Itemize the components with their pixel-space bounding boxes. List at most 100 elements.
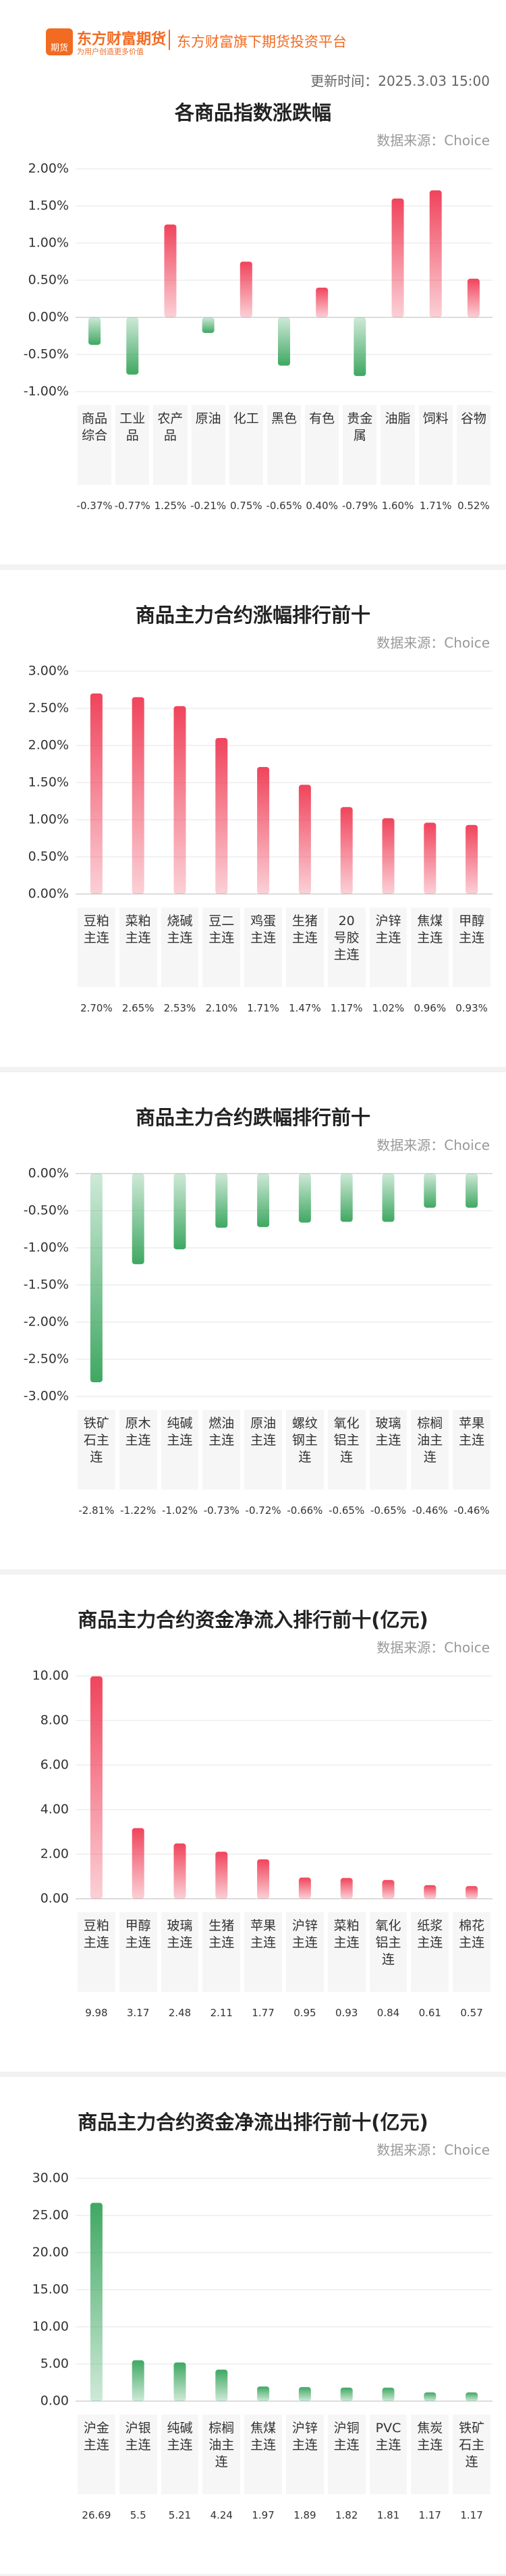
y-tick-label: 4.00 — [40, 1802, 69, 1817]
y-tick-label: -2.00% — [24, 1315, 69, 1330]
value-label: 4.24 — [210, 2509, 233, 2521]
bar — [278, 317, 290, 366]
bar — [382, 1174, 395, 1222]
category-text: 饲料 — [422, 411, 449, 426]
category-label: 贵金属 — [343, 405, 377, 485]
data-source: 数据来源：Choice — [376, 2142, 490, 2158]
value-label: -0.73% — [203, 1504, 240, 1517]
y-tick-label: 1.00% — [28, 812, 69, 827]
category-label: 纯碱主连 — [161, 2415, 199, 2494]
bar — [257, 2386, 270, 2401]
category-text: 化工 — [233, 411, 259, 426]
category-label: 螺纹钢主连 — [286, 1410, 324, 1490]
y-tick-label: -1.00% — [24, 384, 69, 399]
category-text: 沪银主连 — [125, 2421, 151, 2452]
category-label: 沪锌主连 — [369, 908, 407, 987]
bar — [126, 317, 139, 375]
category-label: 苹果主连 — [244, 1912, 282, 1992]
bar — [382, 1880, 395, 1899]
category-label: 棕榈油主连 — [411, 1410, 449, 1490]
category-text: 菜粕主连 — [333, 1918, 360, 1950]
category-text: 甲醇主连 — [459, 914, 485, 945]
category-text: 棕榈油主连 — [208, 2421, 235, 2469]
category-text: 生猪主连 — [291, 914, 318, 945]
bar — [466, 824, 478, 894]
category-label: 棉花主连 — [453, 1912, 490, 1992]
bar — [424, 1885, 437, 1899]
bar — [466, 1886, 478, 1899]
value-label: 2.70% — [80, 1002, 113, 1014]
chart: 0.00% -0.50% -1.00% -1.50% -2.00% -2.50% -3.00… — [24, 1166, 493, 1404]
y-tick-label: 10.00 — [32, 2319, 69, 2334]
bar — [298, 2387, 311, 2401]
chart-title: 商品主力合约资金净流出排行前十(亿元) — [78, 2111, 428, 2134]
category-label: 甲醇主连 — [453, 908, 490, 987]
value-label: 0.40% — [306, 500, 338, 512]
logo: 东方财富期货 — [77, 31, 167, 48]
bar — [215, 1174, 228, 1228]
value-label: 0.96% — [414, 1002, 447, 1014]
category-text: 有色 — [309, 411, 335, 426]
value-label: 0.93% — [455, 1002, 488, 1014]
bar — [164, 224, 177, 317]
logo-badge: 期货 — [46, 28, 73, 55]
value-label: 1.17% — [330, 1002, 363, 1014]
category-text: 生猪主连 — [208, 1918, 235, 1950]
y-tick-label: 3.00% — [28, 664, 69, 679]
value-label: -0.72% — [245, 1504, 281, 1517]
bar — [202, 317, 215, 334]
category-text: 沪锌主连 — [291, 2421, 318, 2452]
bar — [424, 2392, 437, 2401]
value-label: 0.61 — [418, 2007, 441, 2019]
value-label: 0.57 — [460, 2007, 483, 2019]
category-label: 氧化铝主连 — [327, 1410, 366, 1490]
category-text: 鸡蛋主连 — [250, 914, 277, 945]
category-label: 氧化铝主连 — [369, 1912, 407, 1992]
category-text: 豆粕主连 — [83, 1918, 109, 1950]
value-label: 1.47% — [289, 1002, 321, 1014]
category-label: 豆粕主连 — [78, 908, 115, 987]
category-label: 生猪主连 — [202, 1912, 241, 1992]
value-label: -0.77% — [114, 500, 150, 512]
category-label: 化工 — [229, 405, 263, 485]
y-tick-label: -3.00% — [24, 1389, 69, 1404]
category-label: 有色 — [305, 405, 339, 485]
value-label: -2.81% — [78, 1504, 115, 1517]
value-label: 1.02% — [372, 1002, 405, 1014]
value-label: -0.37% — [76, 500, 113, 512]
value-label: 5.21 — [168, 2509, 192, 2521]
value-label: 26.69 — [82, 2509, 111, 2521]
bar — [298, 1877, 311, 1899]
y-tick-label: 8.00 — [40, 1713, 69, 1728]
category-label: 商品综合 — [78, 405, 112, 485]
value-label: -0.65% — [370, 1504, 407, 1517]
category-text: 沪金主连 — [83, 2421, 109, 2452]
y-tick-label: 20.00 — [32, 2245, 69, 2260]
category-label: 黑色 — [266, 405, 302, 485]
value-label: 1.25% — [154, 500, 187, 512]
bar — [382, 818, 395, 894]
y-tick-label: 2.50% — [28, 701, 69, 716]
category-label: 原木主连 — [119, 1410, 157, 1490]
bar — [132, 1174, 144, 1265]
category-text: 甲醇主连 — [125, 1918, 151, 1950]
y-tick-label: -0.50% — [24, 347, 69, 362]
category-label: 20号胶主连 — [327, 908, 366, 987]
bar — [240, 261, 252, 317]
chart-section: 各商品指数涨跌幅 数据来源：Choice 2.00% 1.50% 1.00% 0.50% 0… — [0, 68, 506, 564]
bar — [257, 1174, 270, 1228]
category-label: 棕榈油主连 — [202, 2415, 241, 2494]
category-label: 燃油主连 — [202, 1410, 241, 1490]
y-tick-label: 0.50% — [28, 849, 69, 864]
y-tick-label: -1.00% — [24, 1240, 69, 1255]
category-label: 原油主连 — [244, 1410, 282, 1490]
category-text: 原油 — [195, 411, 221, 426]
category-text: 菜粕主连 — [125, 914, 151, 945]
category-label: 鸡蛋主连 — [244, 908, 282, 987]
category-label: 菜粕主连 — [119, 908, 157, 987]
value-label: 0.75% — [229, 500, 262, 512]
category-label: 豆二主连 — [202, 908, 241, 987]
y-tick-label: -1.50% — [24, 1278, 69, 1292]
bar — [90, 1174, 103, 1383]
